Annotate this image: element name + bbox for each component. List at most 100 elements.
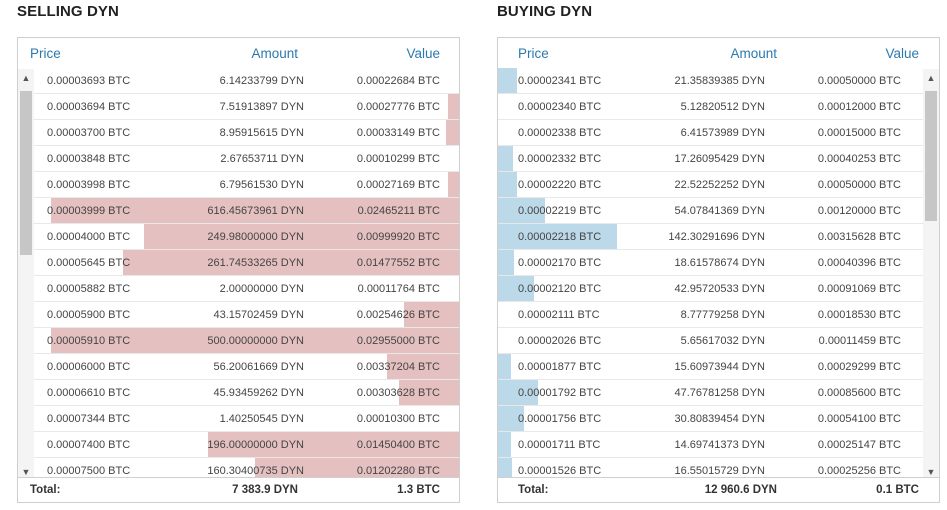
order-amount: 30.80839454 DYN xyxy=(674,413,765,425)
scroll-up-arrow-icon[interactable]: ▲ xyxy=(926,73,936,83)
order-price: 0.00006000 BTC xyxy=(47,361,131,373)
order-row[interactable]: 0.00002338 BTC 6.41573989 DYN 0.00015000 B… xyxy=(498,120,939,146)
order-price: 0.00001711 BTC xyxy=(518,439,601,451)
order-row[interactable]: 0.00007344 BTC 1.40250545 DYN 0.00010300 B… xyxy=(18,406,459,432)
selling-price-header[interactable]: Price xyxy=(30,46,61,61)
order-row[interactable]: 0.00005900 BTC 43.15702459 DYN 0.00254626 … xyxy=(18,302,459,328)
order-value: 0.00091069 BTC xyxy=(817,283,901,295)
order-amount: 6.14233799 DYN xyxy=(219,75,304,87)
order-price: 0.00002170 BTC xyxy=(518,257,602,269)
order-amount: 196.00000000 DYN xyxy=(207,439,304,451)
order-value: 0.00050000 BTC xyxy=(817,179,901,191)
selling-total-value: 1.3 BTC xyxy=(397,484,440,496)
order-value: 0.00315628 BTC xyxy=(817,231,901,243)
order-value: 0.00085600 BTC xyxy=(817,387,901,399)
order-price: 0.00005900 BTC xyxy=(47,309,131,321)
selling-orderbook: Price Amount Value 0.00003693 BTC 6.14233… xyxy=(17,37,460,503)
order-value: 0.00025147 BTC xyxy=(817,439,901,451)
order-row[interactable]: 0.00001877 BTC 15.60973944 DYN 0.00029299 … xyxy=(498,354,939,380)
order-row[interactable]: 0.00002219 BTC 54.07841369 DYN 0.00120000 … xyxy=(498,198,939,224)
order-amount: 261.74533265 DYN xyxy=(207,257,304,269)
buying-value-header[interactable]: Value xyxy=(885,46,919,61)
order-price: 0.00002332 BTC xyxy=(518,153,602,165)
order-value: 0.00022684 BTC xyxy=(356,75,440,87)
order-row[interactable]: 0.00003998 BTC 6.79561530 DYN 0.00027169 B… xyxy=(18,172,459,198)
order-price: 0.00007400 BTC xyxy=(47,439,131,451)
buying-scrollbar[interactable]: ▲ ▼ xyxy=(923,69,939,479)
order-row[interactable]: 0.00002220 BTC 22.52252252 DYN 0.00050000 … xyxy=(498,172,939,198)
buying-total-value: 0.1 BTC xyxy=(876,484,919,496)
depth-bar xyxy=(498,380,538,405)
order-amount: 54.07841369 DYN xyxy=(674,205,765,217)
buying-amount-header[interactable]: Amount xyxy=(730,46,777,61)
order-row[interactable]: 0.00005645 BTC 261.74533265 DYN 0.01477552… xyxy=(18,250,459,276)
buying-price-header[interactable]: Price xyxy=(518,46,549,61)
selling-scroll-thumb[interactable] xyxy=(20,91,32,255)
order-row[interactable]: 0.00002341 BTC 21.35839385 DYN 0.00050000 … xyxy=(498,68,939,94)
order-price: 0.00002338 BTC xyxy=(518,127,602,139)
order-value: 0.00025256 BTC xyxy=(817,465,901,477)
order-row[interactable]: 0.00002026 BTC 5.65617032 DYN 0.00011459 B… xyxy=(498,328,939,354)
scroll-down-arrow-icon[interactable]: ▼ xyxy=(926,467,936,477)
order-row[interactable]: 0.00007500 BTC 160.30400735 DYN 0.01202280… xyxy=(18,458,459,478)
order-row[interactable]: 0.00003700 BTC 8.95915615 DYN 0.00033149 B… xyxy=(18,120,459,146)
order-row[interactable]: 0.00002111 BTC 8.77779258 DYN 0.00018530 B… xyxy=(498,302,939,328)
buying-title: BUYING DYN xyxy=(497,3,593,20)
depth-bar xyxy=(498,172,517,197)
order-value: 0.01477552 BTC xyxy=(356,257,440,269)
order-amount: 5.65617032 DYN xyxy=(680,335,765,347)
scroll-down-arrow-icon[interactable]: ▼ xyxy=(21,467,31,477)
depth-bar xyxy=(51,198,459,223)
order-row[interactable]: 0.00004000 BTC 249.98000000 DYN 0.00999920… xyxy=(18,224,459,250)
order-row[interactable]: 0.00006000 BTC 56.20061669 DYN 0.00337204 … xyxy=(18,354,459,380)
order-value: 0.00120000 BTC xyxy=(817,205,901,217)
order-value: 0.01202280 BTC xyxy=(356,465,440,477)
order-row[interactable]: 0.00003693 BTC 6.14233799 DYN 0.00022684 B… xyxy=(18,68,459,94)
order-price: 0.00003998 BTC xyxy=(47,179,131,191)
order-price: 0.00001526 BTC xyxy=(518,465,602,477)
order-value: 0.00040396 BTC xyxy=(817,257,901,269)
order-amount: 22.52252252 DYN xyxy=(674,179,765,191)
order-amount: 500.00000000 DYN xyxy=(207,335,304,347)
order-row[interactable]: 0.00001756 BTC 30.80839454 DYN 0.00054100 … xyxy=(498,406,939,432)
order-row[interactable]: 0.00003848 BTC 2.67653711 DYN 0.00010299 B… xyxy=(18,146,459,172)
order-row[interactable]: 0.00002120 BTC 42.95720533 DYN 0.00091069 … xyxy=(498,276,939,302)
selling-scrollbar[interactable]: ▲ ▼ xyxy=(18,69,34,479)
order-row[interactable]: 0.00002218 BTC 142.30291696 DYN 0.00315628… xyxy=(498,224,939,250)
order-row[interactable]: 0.00006610 BTC 45.93459262 DYN 0.00303628 … xyxy=(18,380,459,406)
order-price: 0.00003700 BTC xyxy=(47,127,131,139)
order-price: 0.00002220 BTC xyxy=(518,179,602,191)
order-row[interactable]: 0.00002170 BTC 18.61578674 DYN 0.00040396 … xyxy=(498,250,939,276)
order-price: 0.00005910 BTC xyxy=(47,335,131,347)
depth-bar xyxy=(498,432,511,457)
order-amount: 8.95915615 DYN xyxy=(219,127,304,139)
selling-value-header[interactable]: Value xyxy=(406,46,440,61)
order-value: 0.00033149 BTC xyxy=(356,127,440,139)
order-price: 0.00002218 BTC xyxy=(518,231,602,243)
order-row[interactable]: 0.00005882 BTC 2.00000000 DYN 0.00011764 B… xyxy=(18,276,459,302)
order-row[interactable]: 0.00005910 BTC 500.00000000 DYN 0.02955000… xyxy=(18,328,459,354)
order-row[interactable]: 0.00007400 BTC 196.00000000 DYN 0.01450400… xyxy=(18,432,459,458)
order-value: 0.00027776 BTC xyxy=(356,101,440,113)
buying-scroll-thumb[interactable] xyxy=(925,91,937,221)
order-amount: 6.79561530 DYN xyxy=(219,179,304,191)
order-row[interactable]: 0.00003999 BTC 616.45673961 DYN 0.02465211… xyxy=(18,198,459,224)
scroll-up-arrow-icon[interactable]: ▲ xyxy=(21,73,31,83)
order-row[interactable]: 0.00002332 BTC 17.26095429 DYN 0.00040253 … xyxy=(498,146,939,172)
order-row[interactable]: 0.00001792 BTC 47.76781258 DYN 0.00085600 … xyxy=(498,380,939,406)
order-row[interactable]: 0.00001526 BTC 16.55015729 DYN 0.00025256 … xyxy=(498,458,939,478)
order-price: 0.00004000 BTC xyxy=(47,231,131,243)
order-row[interactable]: 0.00002340 BTC 5.12820512 DYN 0.00012000 B… xyxy=(498,94,939,120)
order-row[interactable]: 0.00003694 BTC 7.51913897 DYN 0.00027776 B… xyxy=(18,94,459,120)
order-row[interactable]: 0.00001711 BTC 14.69741373 DYN 0.00025147 … xyxy=(498,432,939,458)
order-value: 0.00337204 BTC xyxy=(356,361,440,373)
order-price: 0.00001756 BTC xyxy=(518,413,602,425)
order-price: 0.00003999 BTC xyxy=(47,205,131,217)
depth-bar xyxy=(51,328,459,353)
order-amount: 1.40250545 DYN xyxy=(219,413,304,425)
order-amount: 249.98000000 DYN xyxy=(207,231,304,243)
buying-orderbook: Price Amount Value 0.00002341 BTC 21.3583… xyxy=(497,37,940,503)
order-price: 0.00002219 BTC xyxy=(518,205,602,217)
order-amount: 160.30400735 DYN xyxy=(207,465,304,477)
selling-amount-header[interactable]: Amount xyxy=(251,46,298,61)
